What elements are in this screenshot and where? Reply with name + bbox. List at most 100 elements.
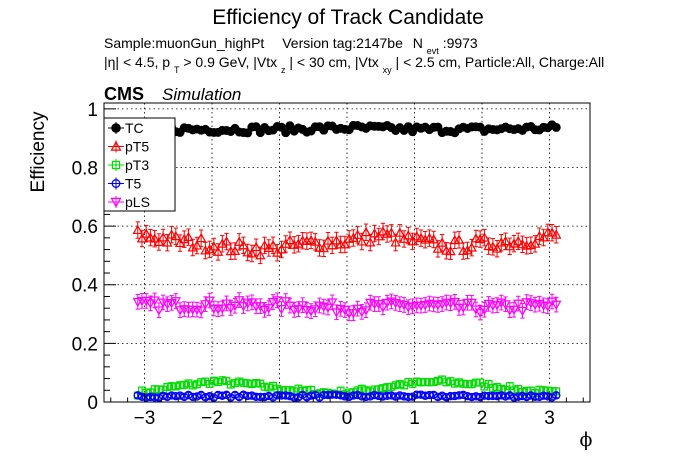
data-marker xyxy=(163,392,172,402)
data-marker xyxy=(137,392,147,402)
legend-label: pLS xyxy=(125,194,150,210)
data-marker xyxy=(348,232,359,242)
legend-item-pt5: pT5 xyxy=(108,139,149,155)
data-marker xyxy=(386,227,397,237)
data-marker xyxy=(263,304,275,314)
data-marker xyxy=(398,300,410,311)
data-marker xyxy=(132,224,143,235)
data-marker xyxy=(293,238,304,248)
data-marker xyxy=(195,232,207,243)
data-marker xyxy=(475,392,485,402)
data-marker xyxy=(411,231,422,241)
data-marker xyxy=(445,245,456,256)
data-marker xyxy=(140,228,152,238)
data-marker xyxy=(474,308,486,318)
data-marker xyxy=(551,229,562,239)
data-marker xyxy=(166,298,177,309)
data-marker xyxy=(508,238,520,248)
pt-sub: T xyxy=(174,65,180,75)
data-marker xyxy=(395,380,404,389)
data-marker xyxy=(387,382,396,391)
data-marker xyxy=(394,227,406,237)
data-marker xyxy=(412,390,421,399)
data-marker xyxy=(336,391,345,400)
data-marker xyxy=(326,298,338,308)
data-marker xyxy=(179,233,190,244)
data-marker xyxy=(383,383,392,392)
data-marker xyxy=(455,378,463,387)
data-marker xyxy=(305,307,317,317)
data-marker xyxy=(238,239,249,250)
data-marker xyxy=(302,392,312,402)
data-marker xyxy=(530,392,540,401)
data-marker xyxy=(412,377,421,386)
pt-cut: > 0.9 GeV, |Vtx xyxy=(183,54,277,70)
data-marker xyxy=(170,297,182,307)
data-marker xyxy=(110,140,122,151)
data-marker xyxy=(517,238,528,249)
data-marker xyxy=(471,378,480,387)
data-marker xyxy=(497,391,506,400)
data-marker xyxy=(221,299,232,309)
data-marker xyxy=(425,390,434,400)
data-marker xyxy=(453,234,465,244)
data-marker xyxy=(157,298,169,308)
data-marker xyxy=(110,197,122,208)
data-marker xyxy=(149,296,160,306)
data-marker xyxy=(218,376,227,385)
data-marker xyxy=(377,226,389,236)
y-tick-label: 1 xyxy=(87,100,98,121)
data-marker xyxy=(340,392,350,401)
data-marker xyxy=(356,236,368,246)
data-marker xyxy=(432,243,444,253)
data-marker xyxy=(322,235,334,245)
data-marker xyxy=(293,305,304,315)
data-marker xyxy=(403,230,414,240)
data-marker xyxy=(433,392,443,402)
data-marker xyxy=(247,380,256,388)
data-marker xyxy=(476,378,485,387)
data-marker xyxy=(509,393,519,402)
data-marker xyxy=(260,382,269,391)
data-marker xyxy=(437,391,447,400)
data-marker xyxy=(491,301,503,311)
data-marker xyxy=(529,238,541,248)
series-layer xyxy=(132,120,562,402)
data-marker xyxy=(459,379,468,388)
data-marker xyxy=(153,236,165,246)
data-marker xyxy=(197,378,206,387)
data-marker xyxy=(425,378,434,387)
data-marker xyxy=(357,392,367,401)
data-marker xyxy=(491,243,503,253)
data-marker xyxy=(272,296,283,306)
data-marker xyxy=(442,392,451,402)
data-marker xyxy=(408,379,417,388)
data-marker xyxy=(176,381,184,390)
data-marker xyxy=(395,391,405,400)
data-marker xyxy=(146,392,155,402)
y-tick-label: 0 xyxy=(87,393,98,414)
data-marker xyxy=(267,298,279,308)
data-marker xyxy=(205,391,214,401)
xy-sub: xy xyxy=(383,65,393,75)
subtitle-line-2: |η| < 4.5, p T > 0.9 GeV, |Vtx z | < 30 … xyxy=(104,54,604,76)
subtitle-line-1: Sample:muonGun_highPt Version tag:2147be… xyxy=(104,35,478,57)
data-marker xyxy=(260,392,269,402)
y-tick-label: 0.6 xyxy=(72,217,98,238)
data-marker xyxy=(466,298,477,309)
data-marker xyxy=(322,303,334,314)
data-marker xyxy=(543,392,553,401)
data-marker xyxy=(259,240,270,250)
data-marker xyxy=(171,382,180,391)
data-marker xyxy=(378,384,387,393)
data-marker xyxy=(264,383,273,392)
data-marker xyxy=(445,299,456,309)
data-marker xyxy=(281,391,290,400)
data-marker xyxy=(419,234,431,244)
y-tick-label: 0.2 xyxy=(72,334,98,355)
data-marker xyxy=(163,382,172,391)
data-marker xyxy=(504,240,515,251)
data-marker xyxy=(209,376,218,385)
z-sub: z xyxy=(281,65,286,75)
data-marker xyxy=(496,298,507,309)
